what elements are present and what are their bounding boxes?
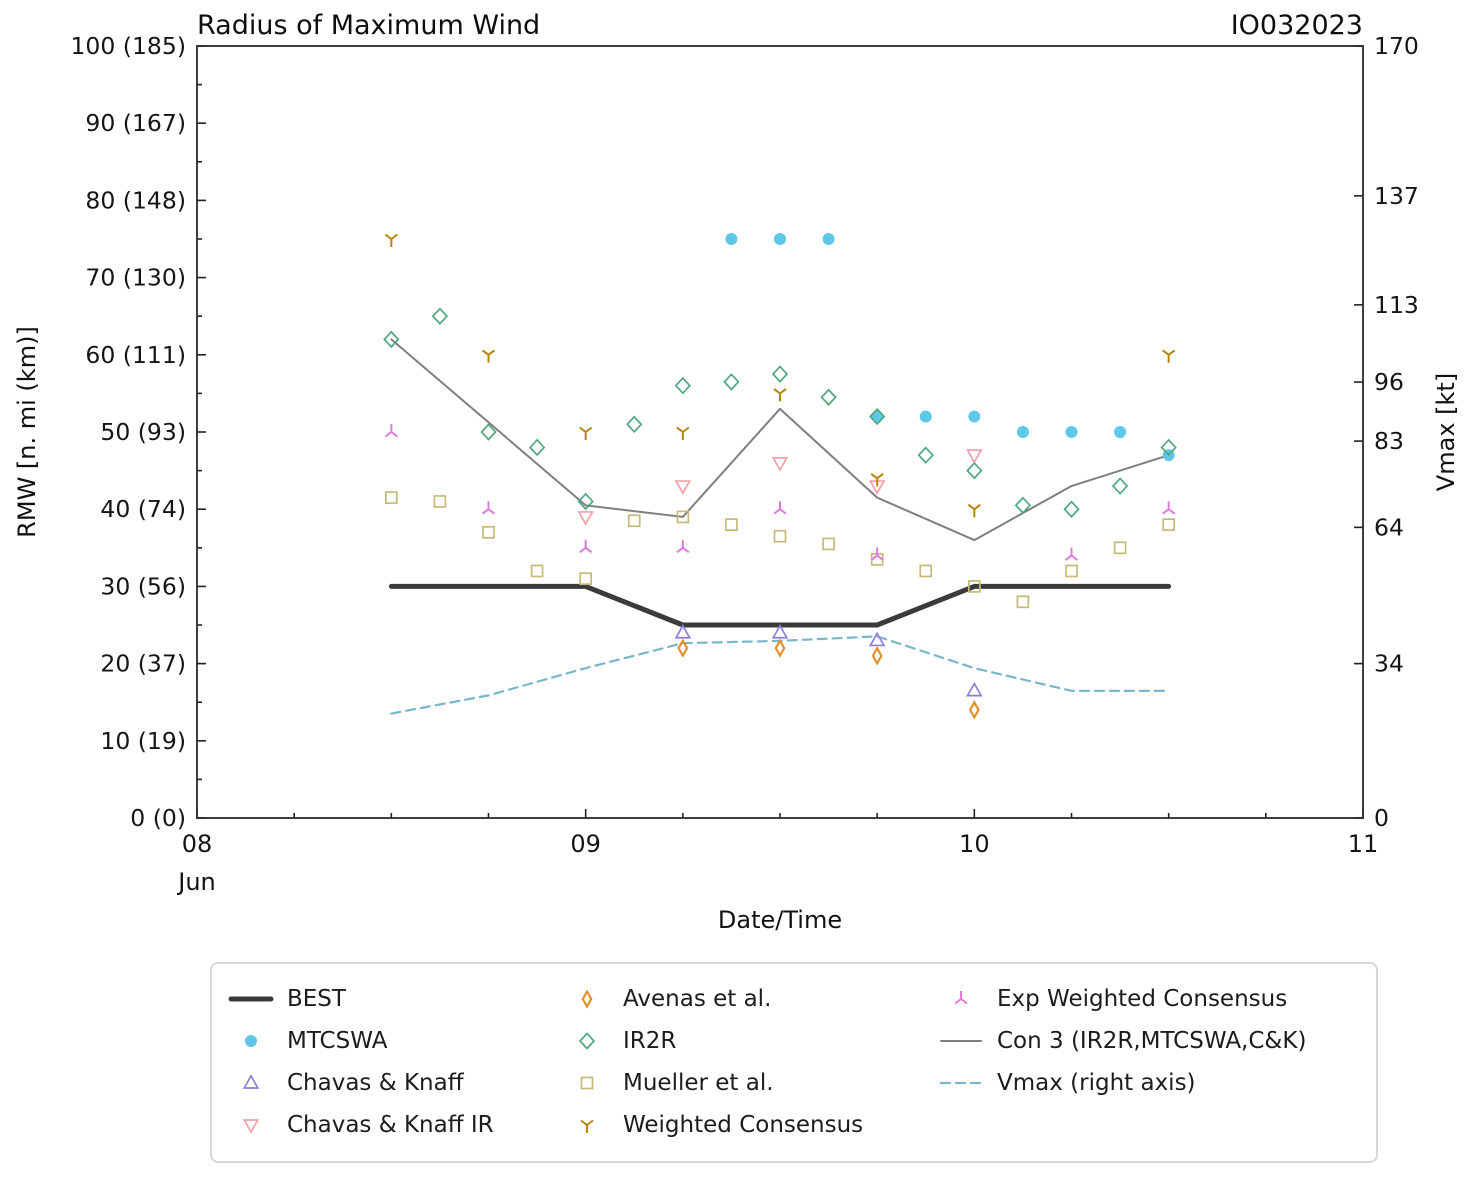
series-chavas-knaff (674, 623, 983, 697)
right-tick-label: 96 (1374, 368, 1404, 396)
left-tick-label: 0 (0) (130, 804, 186, 832)
ir2r-legend-marker (578, 1032, 596, 1050)
right-tick-label: 0 (1374, 804, 1389, 832)
legend-item-con-3-ir2r-mtcswa-c-k: Con 3 (IR2R,MTCSWA,C&K) (938, 1020, 1358, 1062)
series-chavas-knaff-ir (577, 449, 983, 526)
series-mtcswa (725, 233, 1175, 462)
series-mueller-et-al (384, 491, 1176, 609)
legend-item-mueller-et-al: Mueller et al. (564, 1062, 938, 1104)
legend-item-avenas-et-al: Avenas et al. (564, 978, 938, 1020)
right-tick-label: 83 (1374, 427, 1404, 455)
weighted-consensus-legend-marker (580, 1119, 594, 1133)
left-tick-label: 100 (185) (70, 32, 186, 60)
storm-id-label: IO032023 (1230, 10, 1363, 41)
x-tick-label: 08 (182, 830, 213, 858)
con-3-ir2r-mtcswa-c-k-legend-marker (940, 1040, 982, 1042)
chavas-knaff-legend-marker (242, 1074, 260, 1089)
legend-item-vmax-right-axis: Vmax (right axis) (938, 1062, 1358, 1104)
right-tick-label: 170 (1374, 32, 1419, 60)
legend-item-mtcswa: MTCSWA (228, 1020, 564, 1062)
vmax-right-axis-legend-marker (939, 1081, 983, 1085)
series-exp-weighted-consensus (384, 424, 1176, 561)
legend-label: Con 3 (IR2R,MTCSWA,C&K) (997, 1028, 1307, 1054)
exp-weighted-consensus-legend-marker (954, 991, 968, 1005)
chart-title: Radius of Maximum Wind (197, 10, 541, 41)
left-tick-label: 10 (19) (100, 727, 186, 755)
plot-border (196, 45, 1364, 819)
legend-label: IR2R (623, 1028, 677, 1054)
left-tick-label: 90 (167) (85, 109, 186, 137)
series-ir2r (383, 307, 1177, 518)
legend-item-chavas-knaff-ir: Chavas & Knaff IR (228, 1104, 564, 1146)
left-tick-label: 40 (74) (100, 495, 186, 523)
legend-item-chavas-knaff: Chavas & Knaff (228, 1062, 564, 1104)
left-tick-label: 30 (56) (100, 572, 186, 600)
legend: BEST MTCSWA Chavas & Knaff Chavas & Knaff I… (210, 962, 1378, 1163)
left-tick-label: 70 (130) (85, 264, 186, 292)
best-legend-marker (228, 996, 274, 1002)
legend-column-2: Avenas et al. IR2R Mueller et al. Weighted … (564, 978, 938, 1149)
legend-item-best: BEST (228, 978, 564, 1020)
chavas-knaff-ir-legend-marker (242, 1119, 260, 1134)
avenas-et-al-legend-marker (581, 989, 593, 1009)
legend-label: Chavas & Knaff (287, 1070, 464, 1096)
series-weighted-consensus (384, 233, 1176, 518)
x-tick-label: 09 (570, 830, 601, 858)
series-avenas-et-al (677, 638, 980, 720)
x-tick-label: 10 (959, 830, 990, 858)
left-tick-label: 80 (148) (85, 186, 186, 214)
legend-label: Mueller et al. (623, 1070, 774, 1096)
right-tick-label: 113 (1374, 291, 1419, 319)
mtcswa-legend-marker (245, 1035, 257, 1047)
legend-column-1: BEST MTCSWA Chavas & Knaff Chavas & Knaff I… (228, 978, 564, 1149)
month-label: Jun (178, 868, 216, 896)
legend-label: Chavas & Knaff IR (287, 1112, 494, 1138)
x-axis-label: Date/Time (717, 906, 843, 934)
legend-label: MTCSWA (287, 1028, 388, 1054)
legend-column-3: Exp Weighted Consensus Con 3 (IR2R,MTCSWA… (938, 978, 1358, 1149)
legend-label: Vmax (right axis) (997, 1070, 1196, 1096)
left-tick-label: 20 (37) (100, 650, 186, 678)
legend-label: Avenas et al. (623, 986, 772, 1012)
legend-item-exp-weighted-consensus: Exp Weighted Consensus (938, 978, 1358, 1020)
plot-area: 0 (0) 10 (19) 20 (37) 30 (56) 40 (74) 50 (93)… (70, 32, 1418, 858)
mueller-et-al-legend-marker (580, 1076, 594, 1090)
series-vmax-right-axis (390, 635, 1170, 715)
legend-label: Weighted Consensus (623, 1112, 864, 1138)
right-tick-label: 137 (1374, 182, 1419, 210)
legend-label: Exp Weighted Consensus (997, 986, 1288, 1012)
left-tick-label: 50 (93) (100, 418, 186, 446)
left-tick-label: 60 (111) (85, 341, 186, 369)
right-tick-label: 34 (1374, 650, 1404, 678)
right-tick-label: 64 (1374, 513, 1404, 541)
axes-ticks: 0 (0) 10 (19) 20 (37) 30 (56) 40 (74) 50 (93)… (70, 32, 1418, 858)
x-tick-label: 11 (1348, 830, 1379, 858)
series-best (388, 583, 1172, 628)
legend-item-weighted-consensus: Weighted Consensus (564, 1104, 938, 1146)
series-con-3-ir2r-mtcswa-c-k (390, 338, 1170, 542)
legend-item-ir2r: IR2R (564, 1020, 938, 1062)
legend-label: BEST (287, 986, 346, 1012)
